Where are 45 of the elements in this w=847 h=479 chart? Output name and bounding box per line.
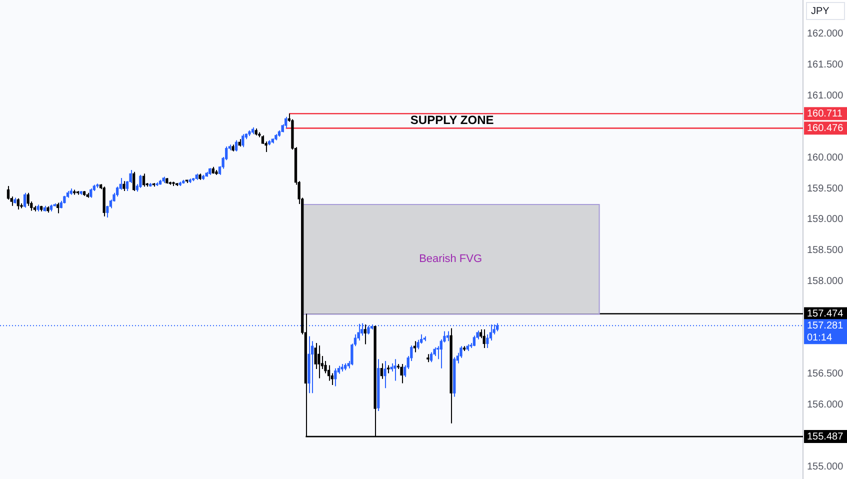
- candlestick: [242, 134, 244, 148]
- candlestick: [380, 362, 384, 380]
- candlestick: [116, 186, 119, 198]
- candlestick: [327, 364, 330, 382]
- candlestick: [324, 360, 327, 374]
- y-tick-label: 155.000: [807, 461, 844, 472]
- candlestick: [446, 330, 450, 342]
- y-axis-title: JPY: [811, 6, 830, 17]
- band-label: Bearish FVG: [419, 252, 482, 265]
- ref-line-label: 157.281 01:14: [807, 320, 844, 344]
- candlestick: [23, 192, 26, 208]
- candlestick: [334, 368, 337, 387]
- y-tick-label: 161.500: [807, 60, 844, 71]
- candlestick: [56, 202, 60, 214]
- candlestick: [364, 324, 366, 345]
- y-tick-label: 161.000: [807, 90, 844, 102]
- candlestick: [90, 188, 92, 198]
- ref-line-label: 160.476: [807, 122, 844, 134]
- y-tick-label: 159.000: [807, 214, 844, 226]
- candlestick: [142, 173, 146, 188]
- candlestick: [400, 364, 403, 384]
- ref-line-label: 160.711: [807, 108, 843, 120]
- candlestick: [284, 116, 288, 129]
- candlestick: [482, 328, 486, 348]
- candlestick: [314, 342, 317, 370]
- candlestick: [122, 180, 126, 192]
- ref-line-label: 155.487: [807, 431, 844, 442]
- candlestick: [394, 358, 396, 382]
- y-tick-label: 158.000: [807, 276, 844, 287]
- y-tick-label: 159.500: [807, 183, 844, 194]
- y-tick-label: 162.000: [807, 28, 844, 40]
- y-tick-label: 158.500: [807, 245, 844, 256]
- candlestick: [318, 345, 320, 379]
- candlestick: [6, 186, 10, 200]
- candlestick: [413, 340, 416, 353]
- y-tick-label: 160.000: [807, 152, 844, 164]
- candlestick: [384, 360, 386, 389]
- annotation: SUPPLY ZONE: [410, 113, 494, 128]
- candlestick: [234, 140, 238, 152]
- y-tick-label: 156.500: [807, 368, 844, 380]
- y-tick-label: 156.000: [807, 400, 844, 411]
- candlestick: [486, 334, 489, 348]
- candlestick: [132, 171, 136, 192]
- ref-line-label: 157.474: [807, 308, 844, 320]
- candlestick: [139, 174, 142, 188]
